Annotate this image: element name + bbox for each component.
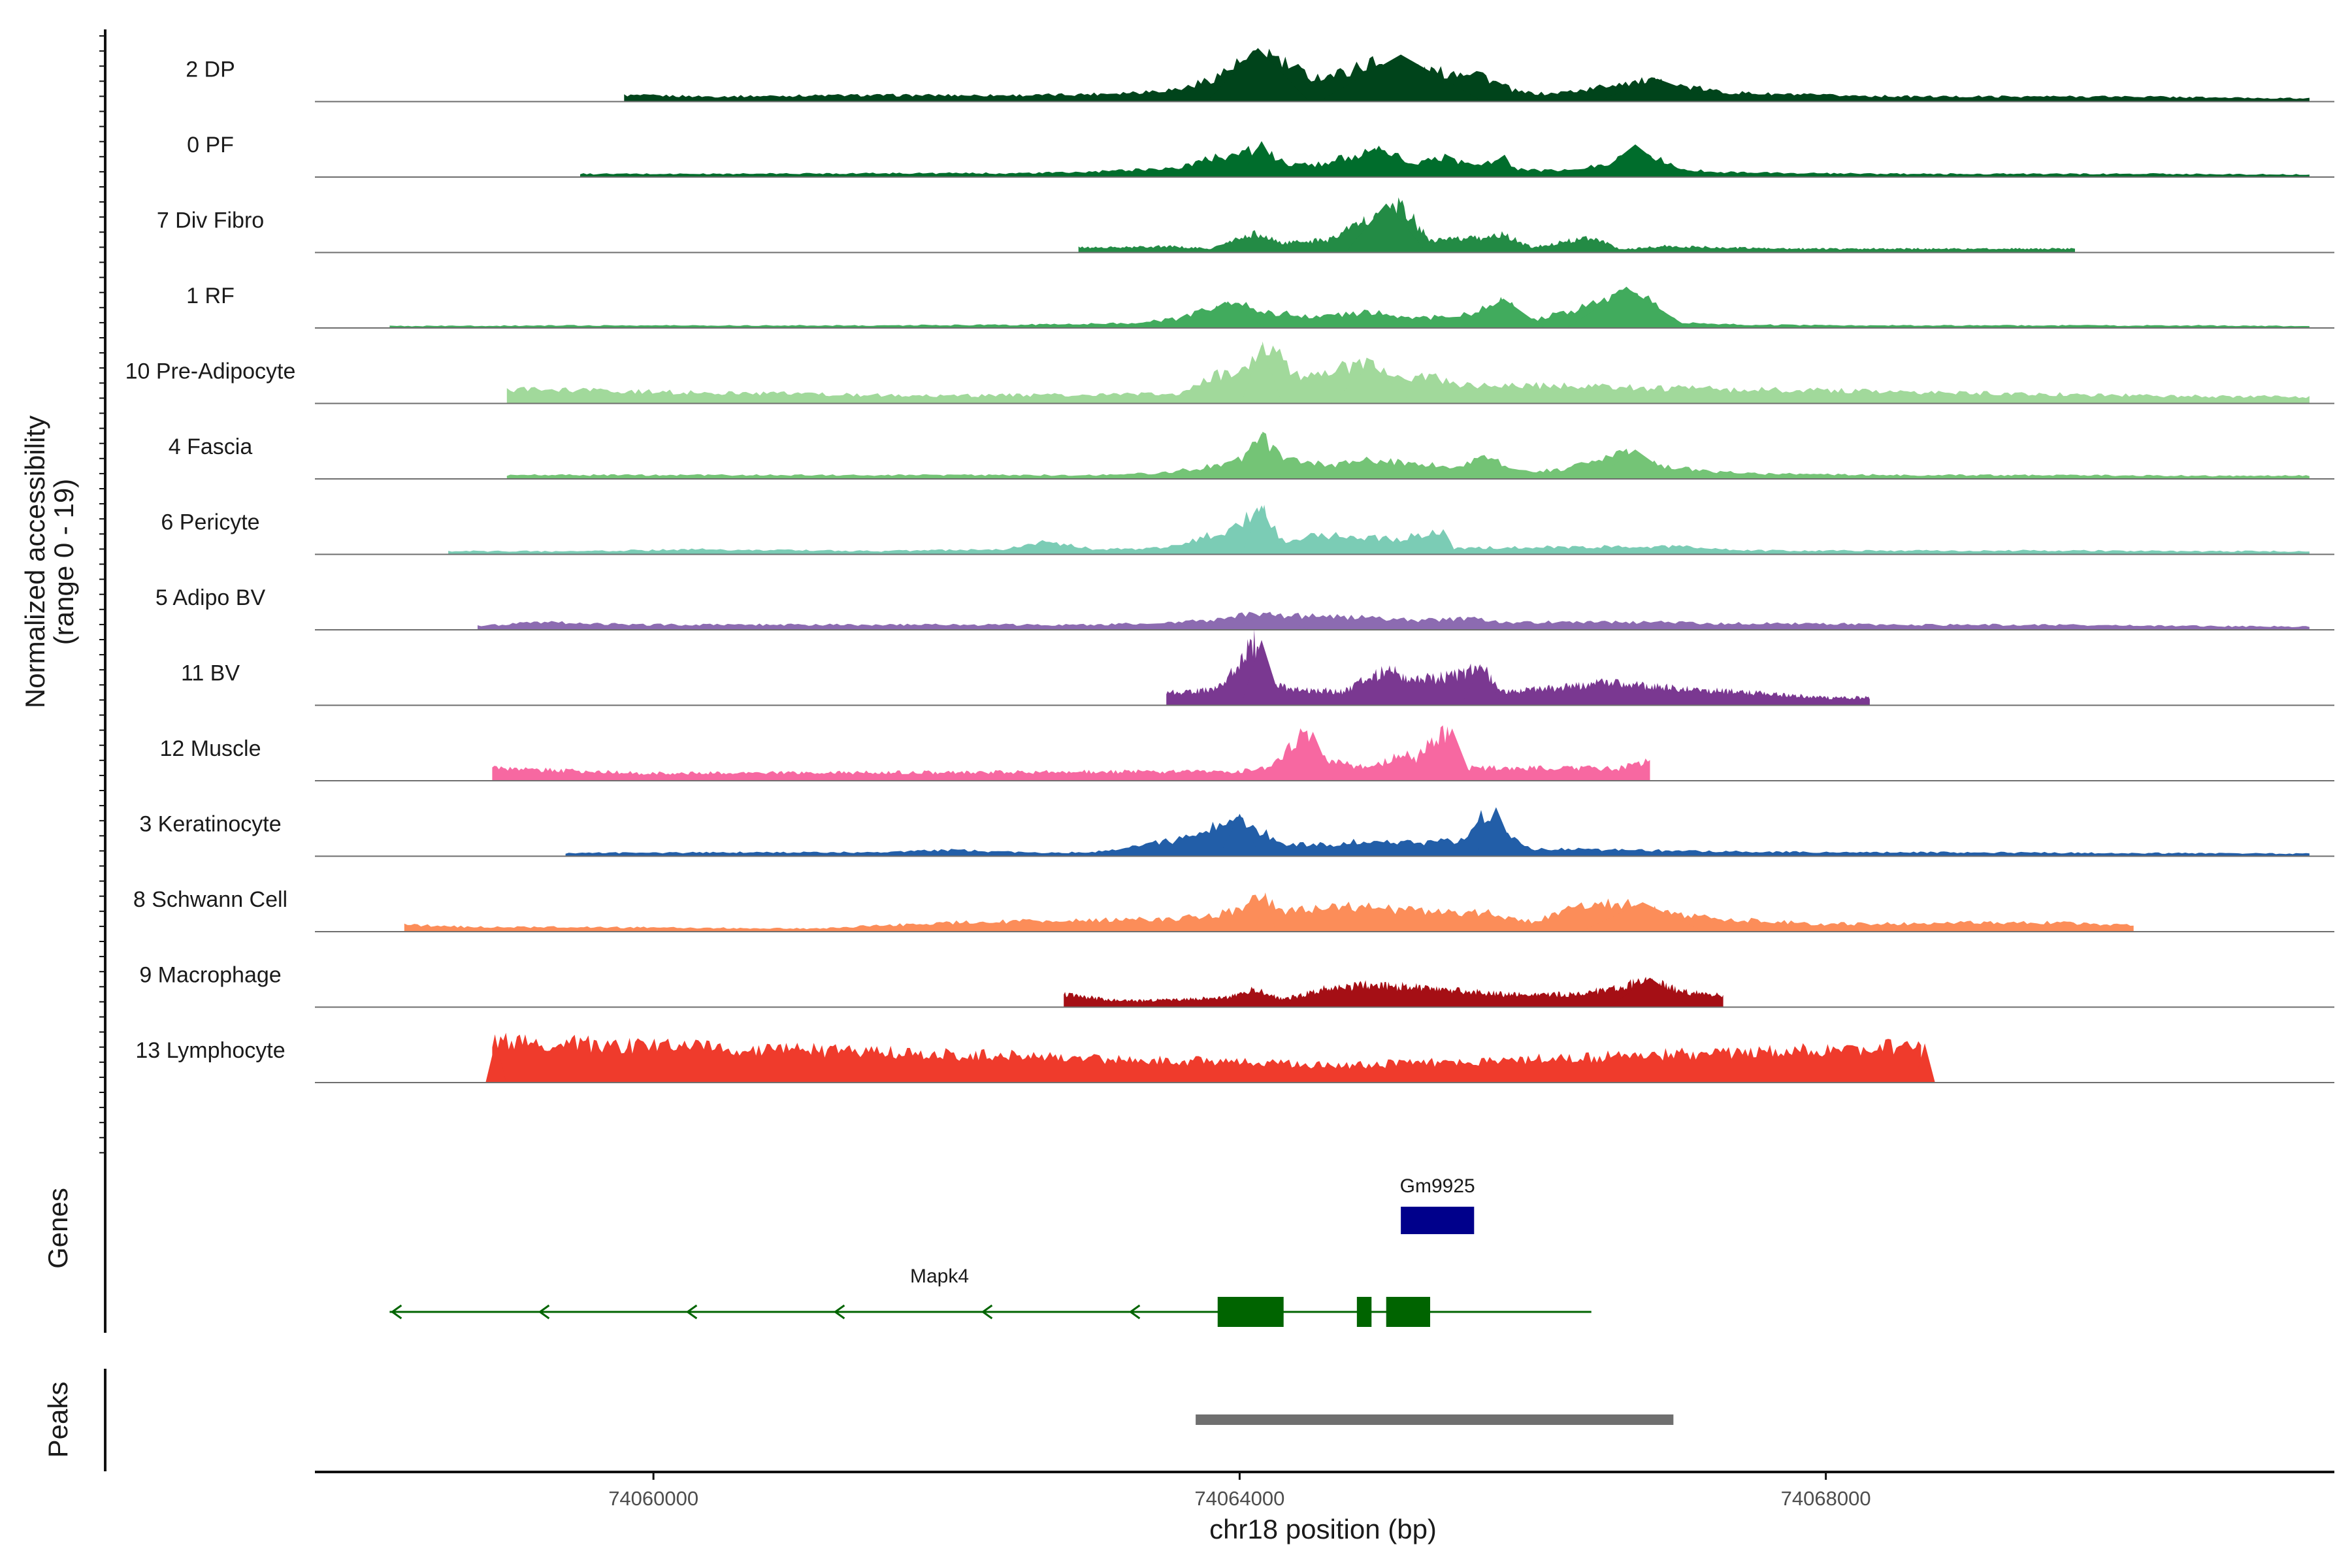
peaks-panel-label: Peaks	[42, 1382, 73, 1458]
track-9-macrophage: 9 Macrophage	[139, 963, 2334, 1008]
coverage-peak	[1206, 48, 1309, 102]
coverage-area	[624, 48, 2310, 102]
y-axis	[99, 29, 106, 1166]
track-11-bv: 11 BV	[181, 629, 2334, 706]
track-8-schwann-cell: 8 Schwann Cell	[133, 887, 2334, 932]
strand-arrow-icon	[685, 1304, 698, 1320]
x-tick-label: 74064000	[1194, 1487, 1284, 1510]
x-tick-label: 74068000	[1781, 1487, 1871, 1510]
coverage-peak	[1914, 1043, 1935, 1083]
strand-arrow-icon	[1128, 1304, 1141, 1320]
track-label: 1 RF	[186, 284, 235, 308]
peaks-panel: Peaks	[42, 1369, 1674, 1471]
coverage-peak	[1475, 807, 1517, 857]
coverage-peak	[1566, 289, 1690, 328]
coverage-area	[1166, 629, 1870, 706]
coverage-peak	[1241, 344, 1282, 404]
x-tick-label: 74060000	[608, 1487, 698, 1510]
coverage-peak	[1241, 141, 1282, 177]
coverage-peak	[485, 1040, 506, 1083]
gene-label: Gm9925	[1400, 1175, 1475, 1197]
coverage-peak	[1595, 78, 1719, 102]
track-label: 11 BV	[181, 661, 240, 686]
coverage-area	[565, 809, 2310, 857]
coverage-peak	[1358, 146, 1399, 177]
coverage-peak	[1594, 144, 1676, 177]
track-1-rf: 1 RF	[186, 284, 2334, 329]
coverage-peak	[1318, 54, 1483, 102]
gene-exon	[1401, 1207, 1475, 1234]
genes-panel: Genes Gm9925 Mapk4	[42, 1122, 1592, 1333]
strand-arrow-icon	[981, 1304, 993, 1320]
coverage-peak	[1431, 728, 1473, 781]
track-4-fascia: 4 Fascia	[169, 431, 2334, 480]
gene-gm9925: Gm9925	[1400, 1175, 1475, 1234]
strand-arrow-icon	[833, 1304, 845, 1320]
coverage-area	[506, 341, 2310, 404]
coverage-area	[492, 725, 1650, 781]
track-label: 9 Macrophage	[139, 963, 281, 988]
strand-arrow-icon	[538, 1304, 550, 1320]
coverage-peak	[1228, 613, 1311, 630]
x-axis: 74060000 74064000 74068000	[315, 1471, 2334, 1510]
coverage-area	[580, 143, 2310, 177]
track-label: 8 Schwann Cell	[133, 887, 287, 912]
coverage-peak	[1184, 302, 1266, 328]
coverage-peak	[1241, 640, 1282, 706]
coverage-peak	[1345, 203, 1428, 253]
coverage-peak	[1581, 902, 1705, 932]
track-2-dp: 2 DP	[186, 48, 2334, 103]
coverage-peak	[1241, 505, 1282, 555]
track-10-pre-adipocyte: 10 Pre-Adipocyte	[125, 341, 2334, 404]
coverage-peak	[1609, 977, 1691, 1007]
coverage-peak	[1330, 364, 1413, 404]
track-label: 6 Pericyte	[161, 510, 259, 535]
y-axis-title: Normalized accessibility(range 0 - 19)	[20, 416, 79, 708]
coverage-area	[1078, 197, 2075, 253]
coverage-peak	[1219, 813, 1260, 857]
gene-mapk4: Mapk4	[389, 1266, 1592, 1327]
coverage-area	[1064, 977, 1723, 1007]
genes-panel-label: Genes	[42, 1188, 73, 1269]
track-label: 13 Lymphocyte	[135, 1038, 285, 1063]
track-0-pf: 0 PF	[187, 133, 2334, 178]
coverage-peak	[1594, 449, 1676, 479]
strand-arrow-icon	[390, 1304, 402, 1320]
track-label: 0 PF	[187, 133, 234, 157]
coverage-peak	[1241, 433, 1282, 479]
coverage-tracks: 2 DP 0 PF 7 Div Fibro 1 RF 10 Pre-Adipocyte 4…	[125, 48, 2334, 1083]
track-3-keratinocyte: 3 Keratinocyte	[139, 807, 2334, 857]
track-label: 2 DP	[186, 57, 235, 82]
track-label: 12 Muscle	[160, 736, 261, 761]
coverage-area	[389, 286, 2310, 328]
gene-exon	[1356, 1297, 1372, 1327]
gene-exon	[1386, 1297, 1431, 1327]
coverage-peak	[1461, 666, 1502, 706]
coverage-area	[448, 504, 2310, 555]
track-label: 4 Fascia	[169, 434, 253, 459]
track-5-adipo-bv: 5 Adipo BV	[155, 585, 2334, 630]
coverage-area	[478, 612, 2310, 630]
coverage-area	[492, 1032, 1921, 1083]
track-13-lymphocyte: 13 Lymphocyte	[135, 1032, 2334, 1083]
coverage-peak	[1462, 299, 1544, 328]
track-label: 10 Pre-Adipocyte	[125, 359, 296, 384]
coverage-peak	[1255, 892, 1276, 932]
track-12-muscle: 12 Muscle	[160, 725, 2334, 781]
track-label: 3 Keratinocyte	[139, 812, 281, 837]
track-label: 5 Adipo BV	[155, 585, 266, 610]
gene-exon	[1217, 1297, 1284, 1327]
coverage-peak	[1292, 732, 1333, 781]
peak-region	[1196, 1414, 1674, 1425]
x-axis-title: chr18 position (bp)	[1209, 1514, 1437, 1544]
gene-label: Mapk4	[910, 1266, 969, 1287]
track-7-div-fibro: 7 Div Fibro	[157, 197, 2334, 253]
track-label: 7 Div Fibro	[157, 208, 264, 233]
track-6-pericyte: 6 Pericyte	[161, 504, 2334, 555]
coverage-area	[506, 431, 2310, 479]
